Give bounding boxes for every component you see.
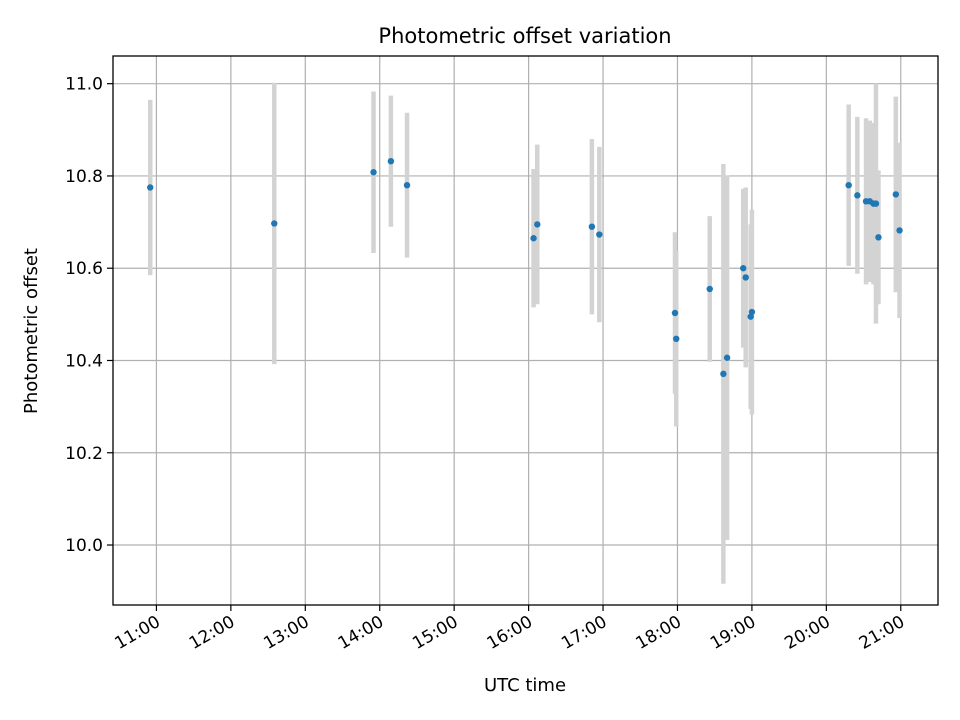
data-point xyxy=(723,354,731,361)
data-point xyxy=(854,192,861,199)
data-point xyxy=(147,184,154,191)
x-tick-label: 20:00 xyxy=(781,612,833,654)
data-point xyxy=(588,223,596,230)
data-point xyxy=(740,265,747,272)
y-axis: 10.0 10.2 10.4 10.6 10.8 11.0 xyxy=(65,75,113,556)
data-point xyxy=(896,227,903,234)
error-bars xyxy=(147,82,902,584)
x-tick-label: 19:00 xyxy=(707,612,759,654)
x-tick-label: 21:00 xyxy=(856,612,908,654)
x-axis: 11:00 12:00 13:00 14:00 15:00 16:00 17:00 18:00… xyxy=(111,605,908,654)
data-point xyxy=(872,200,880,207)
x-axis-label: UTC time xyxy=(484,675,566,696)
x-tick-label: 18:00 xyxy=(633,612,685,654)
y-tick-label: 11.0 xyxy=(65,75,103,95)
x-tick-label: 16:00 xyxy=(484,612,536,654)
data-point xyxy=(720,370,727,378)
x-tick-label: 15:00 xyxy=(409,612,461,654)
y-tick-label: 10.8 xyxy=(65,167,103,187)
data-point xyxy=(403,181,411,189)
data-point xyxy=(271,220,278,227)
data-point xyxy=(748,308,756,316)
chart-title: Photometric offset variation xyxy=(378,24,671,48)
data-point xyxy=(534,221,541,228)
x-tick-label: 12:00 xyxy=(186,612,238,654)
data-points xyxy=(147,157,903,378)
data-point xyxy=(892,191,900,198)
x-tick-label: 13:00 xyxy=(260,612,312,654)
data-point xyxy=(706,285,713,293)
y-axis-label: Photometric offset xyxy=(21,248,42,414)
y-tick-label: 10.2 xyxy=(65,444,103,464)
data-point xyxy=(387,157,395,165)
data-point xyxy=(875,234,882,241)
x-tick-label: 11:00 xyxy=(111,612,163,654)
y-tick-label: 10.4 xyxy=(65,351,103,371)
y-tick-label: 10.0 xyxy=(65,536,103,556)
data-point xyxy=(845,181,852,189)
data-point xyxy=(671,309,679,317)
x-tick-label: 17:00 xyxy=(558,612,610,654)
y-tick-label: 10.6 xyxy=(65,259,103,279)
data-point xyxy=(673,335,680,343)
x-tick-label: 14:00 xyxy=(335,612,387,654)
data-point xyxy=(742,274,749,281)
grid xyxy=(113,56,938,605)
plot-frame xyxy=(112,55,939,606)
data-point xyxy=(370,169,377,176)
data-point xyxy=(530,235,537,242)
data-point xyxy=(596,231,603,238)
